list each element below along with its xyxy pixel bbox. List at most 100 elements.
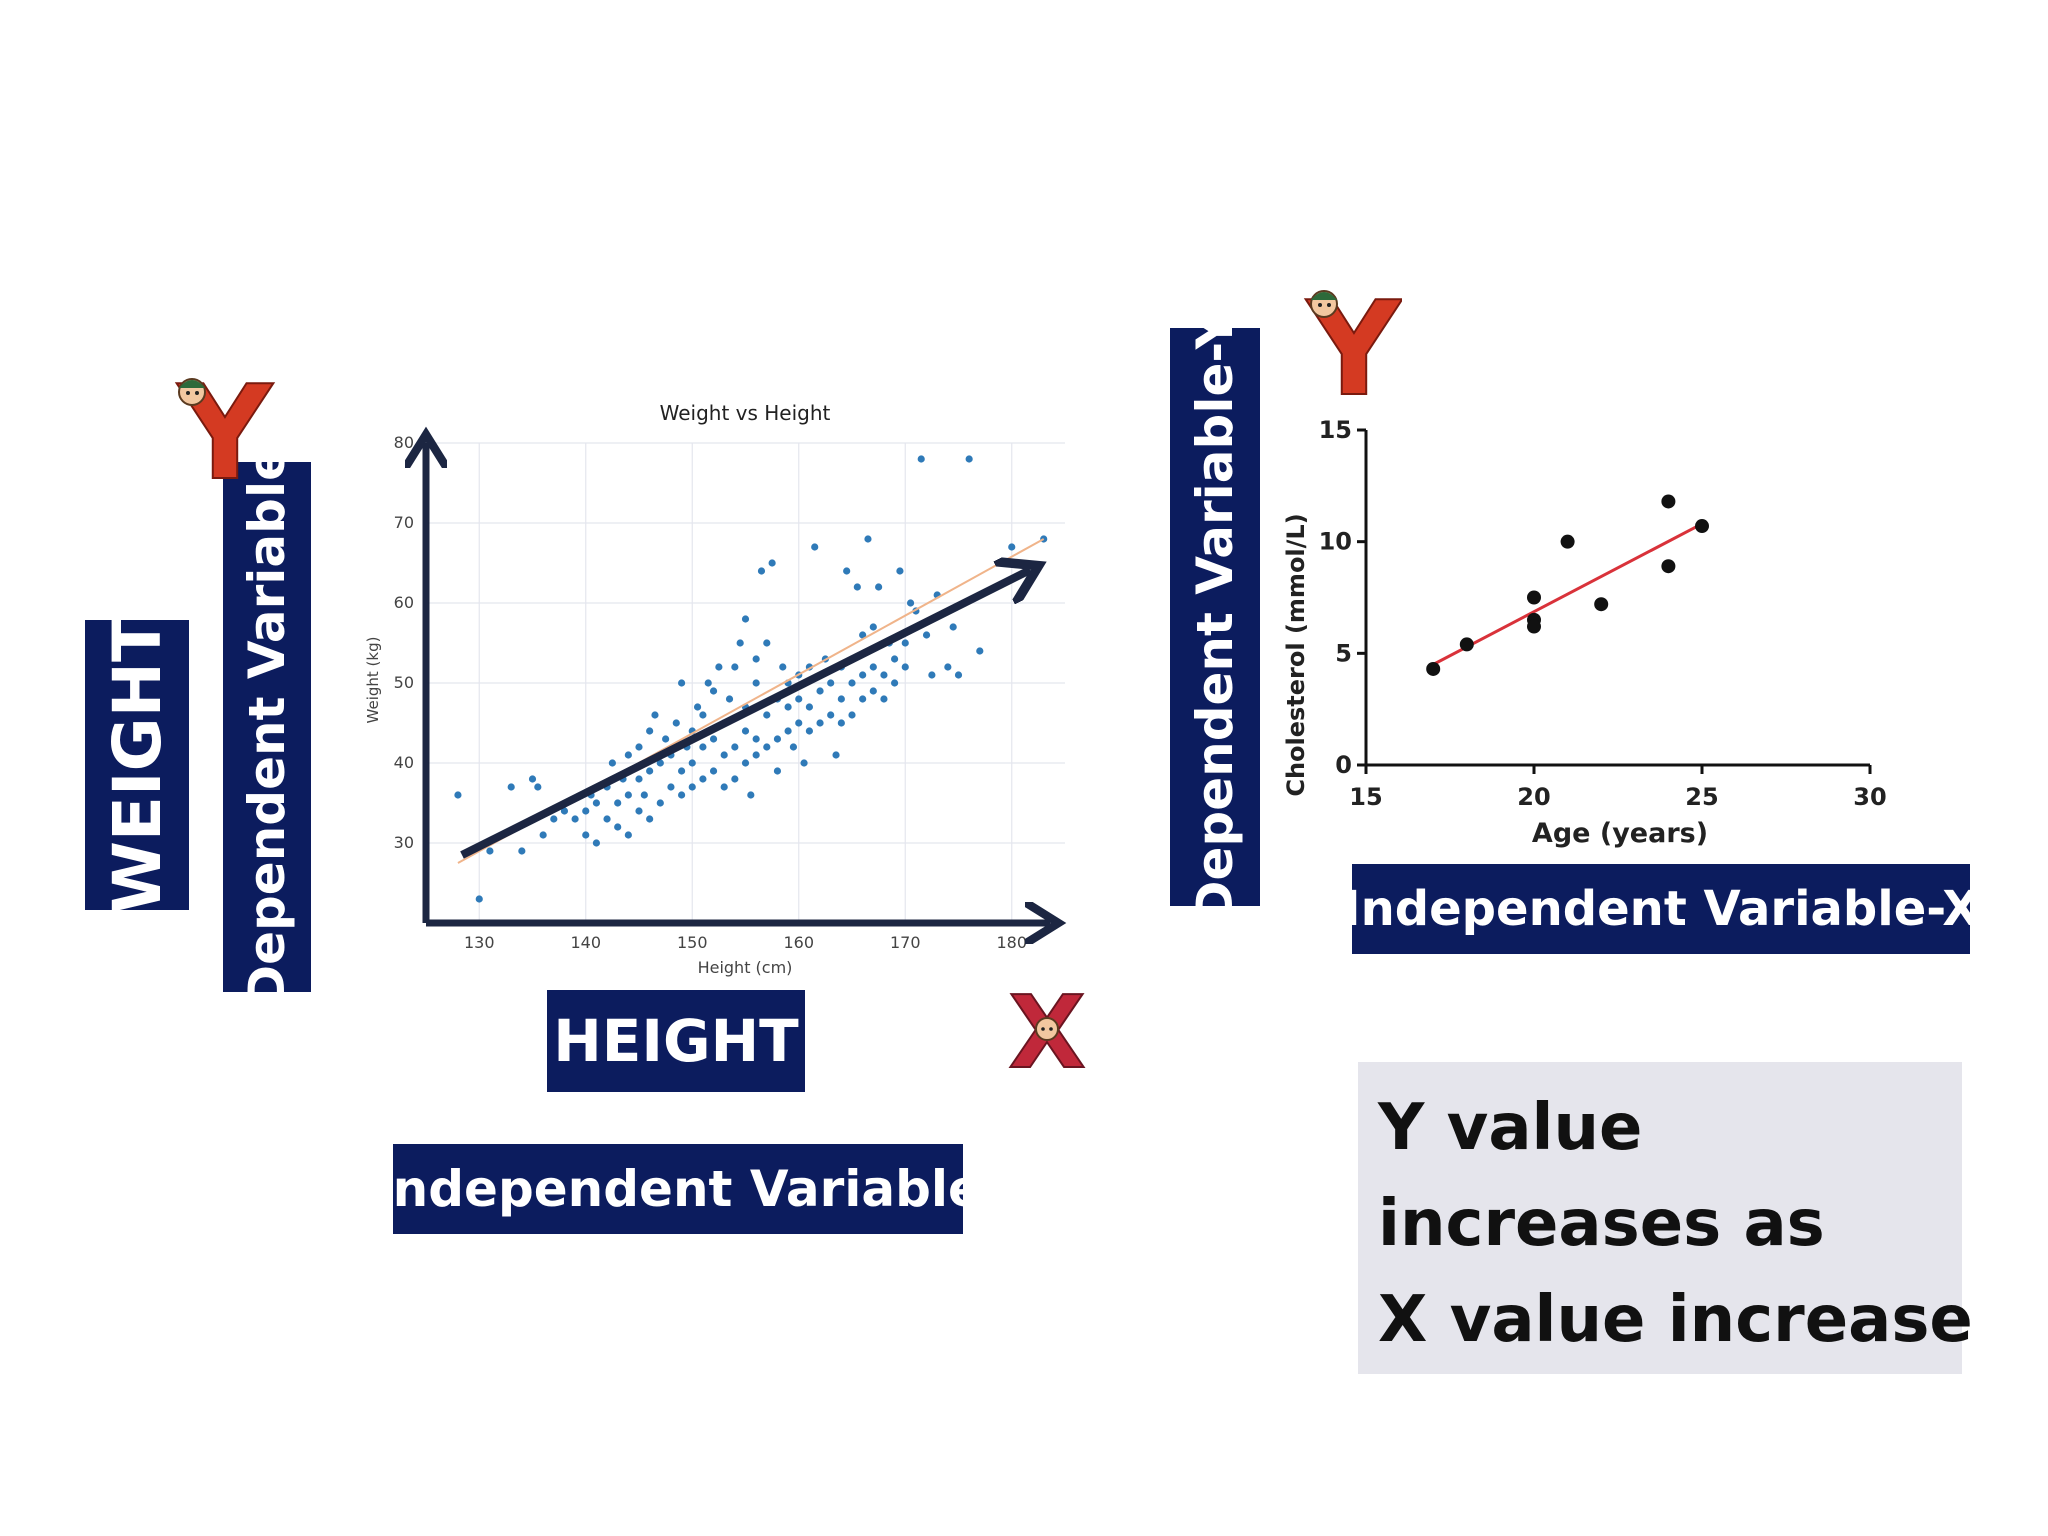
- chart1-data-point: [560, 807, 569, 815]
- chart1-x-tick-label: 160: [783, 933, 814, 952]
- chart1-data-point: [635, 743, 643, 751]
- chart1-data-point: [891, 655, 899, 663]
- x-letter-figure: X: [1007, 985, 1086, 1075]
- chart1-data-point: [699, 711, 707, 719]
- chart2-x-tick-label: 30: [1853, 783, 1886, 811]
- weight-label: WEIGHT: [85, 617, 189, 913]
- chart1-data-point: [843, 567, 851, 575]
- chart1-data-point: [906, 599, 915, 607]
- chart1-data-point: [736, 639, 744, 647]
- chart1-data-point: [864, 535, 872, 543]
- chart1-data-point: [816, 719, 824, 727]
- chart1-data-point: [534, 783, 542, 791]
- chart2-data-point: [1661, 559, 1676, 574]
- dependent-variable-label: Dependent Variable: [223, 447, 311, 1007]
- chart1-data-point: [901, 639, 909, 647]
- chart1-data-point: [752, 735, 760, 743]
- chart1-data-point: [832, 751, 840, 759]
- chart1-data-point: [880, 671, 888, 679]
- height-label: HEIGHT: [547, 990, 805, 1092]
- chart1-data-point: [486, 847, 494, 855]
- chart1-data-point: [741, 615, 750, 623]
- chart1-x-tick-label: 150: [677, 933, 708, 952]
- chart2-data-point: [1527, 590, 1541, 605]
- chart1-data-point: [965, 455, 973, 463]
- chart1-data-point: [667, 783, 675, 791]
- chart1-data-point: [592, 799, 600, 807]
- chart1-data-point: [741, 759, 750, 767]
- chart1-data-point: [454, 791, 462, 799]
- chart1-data-point: [795, 719, 803, 727]
- chart1-data-point: [880, 695, 888, 703]
- chart1-data-point: [837, 695, 845, 703]
- chart1-x-tick-label: 140: [570, 933, 601, 952]
- chart1-data-point: [848, 711, 856, 719]
- chart1-data-point: [715, 663, 723, 671]
- chart1-data-point: [646, 727, 654, 735]
- chart1-data-point: [507, 783, 515, 791]
- chart1-x-tick-label: 180: [996, 933, 1027, 952]
- chart1-data-point: [875, 583, 883, 591]
- chart1-data-point: [731, 775, 739, 783]
- chart1-data-point: [800, 759, 808, 767]
- chart2-y-tick-label: 0: [1335, 751, 1352, 779]
- chart2-data-point: [1594, 597, 1609, 612]
- chart1-data-point: [651, 711, 659, 719]
- summary-box: Y value increases as X value increase: [1358, 1062, 1973, 1374]
- chart2-y-tick-label: 5: [1335, 639, 1352, 667]
- chart1-data-point: [768, 559, 776, 567]
- chart1-data-point: [709, 735, 718, 743]
- chart1-data-point: [805, 703, 813, 711]
- chart1-data-point: [859, 695, 867, 703]
- chart1-data-point: [752, 679, 760, 687]
- chart1-data-point: [720, 751, 728, 759]
- chart1-data-point: [763, 639, 771, 647]
- chart1-y-tick-label: 50: [394, 673, 414, 692]
- chart1-data-point: [922, 631, 931, 639]
- chart1-data-point: [635, 775, 643, 783]
- chart1-data-point: [944, 663, 952, 671]
- chart1-y-tick-label: 60: [394, 593, 414, 612]
- chart1-data-point: [656, 759, 664, 767]
- chart1-data-point: [816, 687, 824, 695]
- chart1-data-point: [699, 743, 707, 751]
- chart1-data-point: [763, 743, 771, 751]
- chart2-data-point: [1527, 619, 1541, 634]
- chart1-data-point: [784, 703, 792, 711]
- chart1-data-point: [709, 687, 718, 695]
- chart1-data-point: [662, 735, 670, 743]
- chart2-x-tick-label: 20: [1517, 783, 1550, 811]
- chart1-data-point: [752, 655, 760, 663]
- cholesterol-age-chart: Cholesterol (mmol/L) Age (years) 15 20 25 3…: [1282, 416, 1887, 849]
- chart1-data-point: [811, 543, 819, 551]
- chart1-data-point: [646, 767, 654, 775]
- chart1-data-point: [763, 711, 771, 719]
- chart1-data-point: [837, 719, 845, 727]
- chart1-y-tick-label: 40: [394, 753, 414, 772]
- chart1-y-tick-label: 70: [394, 513, 414, 532]
- chart1-data-point: [646, 815, 654, 823]
- summary-line-3: X value increase: [1378, 1283, 1973, 1357]
- chart1-data-point: [704, 679, 712, 687]
- chart1-data-point: [859, 671, 867, 679]
- chart1-data-point: [896, 567, 904, 575]
- chart1-data-point: [571, 815, 579, 823]
- independent-variable-x-label: Independent Variable-X: [1343, 864, 1979, 954]
- summary-line-2: increases as: [1378, 1187, 1825, 1261]
- chart1-data-point: [678, 791, 686, 799]
- chart1-ylabel: Weight (kg): [364, 637, 382, 724]
- chart1-data-point: [635, 807, 643, 815]
- y-letter-figure-right: Y: [1304, 282, 1402, 402]
- chart1-data-point: [869, 663, 877, 671]
- chart2-xlabel: Age (years): [1532, 818, 1708, 849]
- chart2-y-tick-label: 15: [1319, 416, 1352, 444]
- chart1-x-tick-label: 130: [464, 933, 495, 952]
- chart1-data-point: [928, 671, 936, 679]
- chart1-title: Weight vs Height: [660, 401, 831, 425]
- chart1-data-point: [853, 583, 861, 591]
- chart1-data-point: [720, 783, 728, 791]
- chart1-data-point: [805, 727, 813, 735]
- chart1-data-point: [614, 823, 622, 831]
- chart2-data-point: [1459, 637, 1474, 652]
- chart2-trend-line: [1432, 522, 1703, 666]
